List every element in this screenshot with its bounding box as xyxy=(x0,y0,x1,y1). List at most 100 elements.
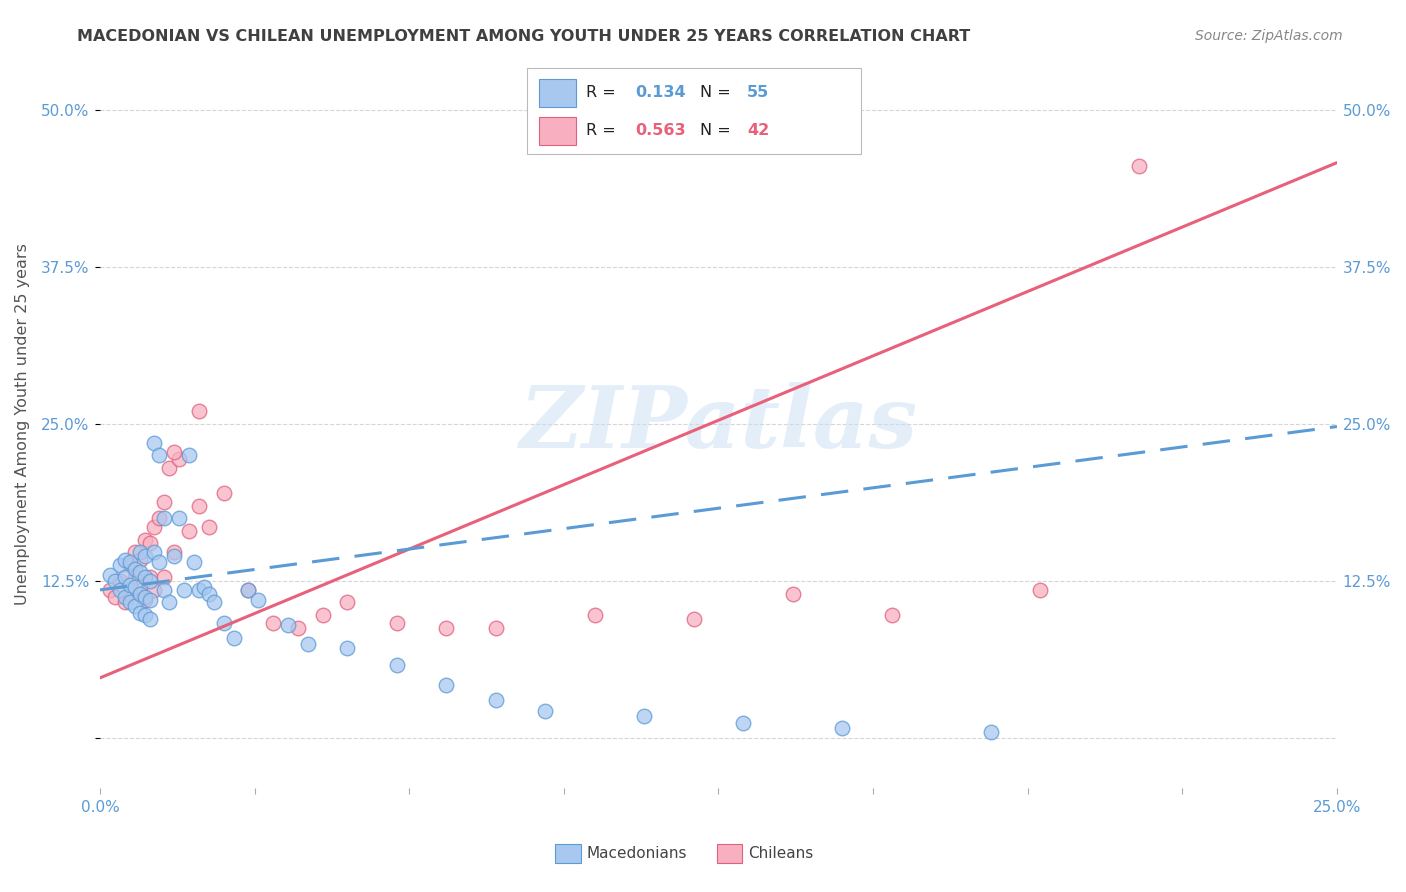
Text: R =: R = xyxy=(586,85,621,100)
Point xyxy=(247,593,270,607)
Point xyxy=(108,558,131,572)
Point xyxy=(114,591,136,605)
Point xyxy=(148,449,170,463)
Point xyxy=(163,444,186,458)
Point xyxy=(153,495,176,509)
Point xyxy=(193,581,215,595)
Point xyxy=(177,524,200,538)
Point xyxy=(222,631,245,645)
Point xyxy=(114,553,136,567)
Point xyxy=(831,721,853,735)
Point xyxy=(238,582,260,597)
Text: 55: 55 xyxy=(747,85,769,100)
Point xyxy=(153,582,176,597)
Point xyxy=(733,716,755,731)
Point xyxy=(485,693,508,707)
Point xyxy=(198,587,221,601)
Point xyxy=(167,511,190,525)
Point xyxy=(177,449,200,463)
Point xyxy=(128,587,150,601)
Point xyxy=(238,582,260,597)
FancyBboxPatch shape xyxy=(527,69,860,154)
Bar xyxy=(538,117,576,145)
Point xyxy=(134,549,156,563)
Text: R =: R = xyxy=(586,123,621,137)
Point xyxy=(287,621,309,635)
Bar xyxy=(538,79,576,107)
Point xyxy=(138,593,160,607)
Point xyxy=(434,621,457,635)
Point xyxy=(153,511,176,525)
Text: ZIPatlas: ZIPatlas xyxy=(519,383,918,466)
Point xyxy=(212,486,235,500)
Point xyxy=(782,587,804,601)
Point xyxy=(104,574,127,588)
Text: Chileans: Chileans xyxy=(748,847,813,861)
Point xyxy=(138,536,160,550)
Point xyxy=(262,615,284,630)
Point xyxy=(138,574,160,588)
Point xyxy=(212,615,235,630)
Point xyxy=(124,581,146,595)
Text: 0.563: 0.563 xyxy=(636,123,686,137)
Point xyxy=(277,618,299,632)
Point xyxy=(980,725,1002,739)
Point xyxy=(134,607,156,622)
Point xyxy=(128,606,150,620)
Point xyxy=(128,566,150,580)
Point xyxy=(98,582,121,597)
Point xyxy=(104,591,127,605)
Point xyxy=(124,599,146,614)
Point xyxy=(108,582,131,597)
Point xyxy=(1128,160,1150,174)
Point xyxy=(128,581,150,595)
Text: MACEDONIAN VS CHILEAN UNEMPLOYMENT AMONG YOUTH UNDER 25 YEARS CORRELATION CHART: MACEDONIAN VS CHILEAN UNEMPLOYMENT AMONG… xyxy=(77,29,970,44)
Point xyxy=(880,607,903,622)
Point xyxy=(633,708,655,723)
Point xyxy=(143,545,166,559)
Point xyxy=(124,545,146,559)
Point xyxy=(202,595,225,609)
Point xyxy=(134,593,156,607)
Point xyxy=(188,499,211,513)
Y-axis label: Unemployment Among Youth under 25 years: Unemployment Among Youth under 25 years xyxy=(15,244,30,605)
Point xyxy=(138,570,160,584)
Point xyxy=(148,511,170,525)
Point xyxy=(143,582,166,597)
Text: N =: N = xyxy=(700,123,735,137)
Text: 42: 42 xyxy=(747,123,769,137)
Point xyxy=(138,612,160,626)
Point xyxy=(134,533,156,547)
Point xyxy=(124,570,146,584)
Point xyxy=(98,567,121,582)
Point xyxy=(188,582,211,597)
Point xyxy=(385,658,408,673)
Point xyxy=(148,555,170,569)
Point xyxy=(163,549,186,563)
Text: Source: ZipAtlas.com: Source: ZipAtlas.com xyxy=(1195,29,1343,43)
Point xyxy=(118,595,141,609)
Point xyxy=(153,570,176,584)
Point xyxy=(143,435,166,450)
Point xyxy=(128,545,150,559)
Point xyxy=(188,404,211,418)
Point xyxy=(583,607,606,622)
Point xyxy=(114,570,136,584)
Point xyxy=(682,612,704,626)
Text: Macedonians: Macedonians xyxy=(586,847,686,861)
Point xyxy=(143,520,166,534)
Point xyxy=(336,595,359,609)
Point xyxy=(128,553,150,567)
Point xyxy=(163,545,186,559)
Point xyxy=(485,621,508,635)
Point xyxy=(118,587,141,601)
Point xyxy=(198,520,221,534)
Point xyxy=(173,582,195,597)
Point xyxy=(1029,582,1052,597)
Point xyxy=(311,607,333,622)
Point xyxy=(124,561,146,575)
Point xyxy=(114,595,136,609)
Point xyxy=(134,591,156,605)
Point xyxy=(336,640,359,655)
Text: N =: N = xyxy=(700,85,735,100)
